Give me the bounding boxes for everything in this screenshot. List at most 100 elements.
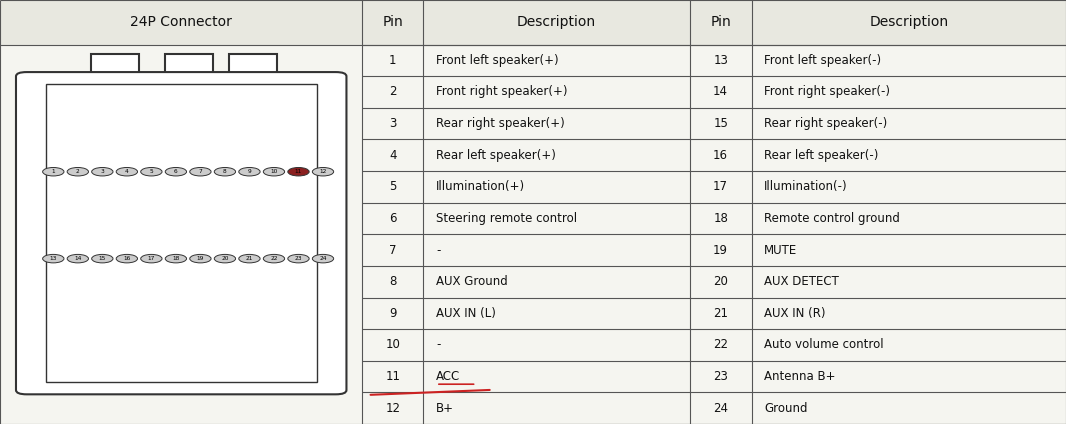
Text: Description: Description [869,15,949,29]
Text: -: - [436,243,440,257]
Text: 14: 14 [713,86,728,98]
Circle shape [116,254,138,263]
Text: Pin: Pin [383,15,403,29]
Text: 16: 16 [124,256,130,261]
Text: 20: 20 [713,275,728,288]
Text: 9: 9 [389,307,397,320]
Circle shape [288,167,309,176]
Text: 8: 8 [223,169,227,174]
Text: Illumination(+): Illumination(+) [436,180,526,193]
Text: 3: 3 [389,117,397,130]
Text: ACC: ACC [436,370,461,383]
Bar [165,54,213,76]
Bar [46,84,317,382]
Text: 4: 4 [125,169,129,174]
Text: 11: 11 [385,370,401,383]
Bar [752,0,1066,45]
Text: Auto volume control: Auto volume control [764,338,884,351]
Text: 5: 5 [149,169,154,174]
Text: -: - [436,338,440,351]
Text: 4: 4 [389,149,397,162]
Text: 17: 17 [713,180,728,193]
Circle shape [190,254,211,263]
Circle shape [165,167,187,176]
Text: 2: 2 [389,86,397,98]
Circle shape [312,254,334,263]
Text: Remote control ground: Remote control ground [764,212,900,225]
Circle shape [67,254,88,263]
Text: 15: 15 [713,117,728,130]
Circle shape [263,254,285,263]
Text: 13: 13 [713,54,728,67]
Text: Front right speaker(+): Front right speaker(+) [436,86,567,98]
Text: Front left speaker(+): Front left speaker(+) [436,54,559,67]
Circle shape [43,254,64,263]
Text: Description: Description [517,15,596,29]
Text: Steering remote control: Steering remote control [436,212,577,225]
Circle shape [92,167,113,176]
Text: 19: 19 [197,256,204,261]
Text: Pin: Pin [710,15,731,29]
Bar [229,54,277,76]
Circle shape [239,167,260,176]
Text: AUX Ground: AUX Ground [436,275,507,288]
Text: 6: 6 [174,169,178,174]
Text: AUX IN (L): AUX IN (L) [436,307,496,320]
Circle shape [67,167,88,176]
Circle shape [263,167,285,176]
Text: 23: 23 [713,370,728,383]
Text: Rear left speaker(-): Rear left speaker(-) [764,149,878,162]
Text: 8: 8 [389,275,397,288]
Text: 11: 11 [295,169,302,174]
Circle shape [165,254,187,263]
Text: 2: 2 [76,169,80,174]
Text: 24: 24 [713,402,728,415]
Text: 20: 20 [221,256,229,261]
Text: AUX IN (R): AUX IN (R) [764,307,826,320]
Text: 14: 14 [75,256,81,261]
Text: 18: 18 [713,212,728,225]
Text: Rear left speaker(+): Rear left speaker(+) [436,149,555,162]
Text: Ground: Ground [764,402,808,415]
Text: 10: 10 [386,338,400,351]
Text: 17: 17 [148,256,155,261]
Circle shape [141,167,162,176]
Text: 18: 18 [173,256,179,261]
Text: Rear right speaker(+): Rear right speaker(+) [436,117,565,130]
Bar [423,0,690,45]
Text: 16: 16 [713,149,728,162]
Bar [362,0,423,45]
Text: 15: 15 [99,256,106,261]
Text: 1: 1 [389,54,397,67]
Circle shape [190,167,211,176]
Text: 19: 19 [713,243,728,257]
Circle shape [214,167,236,176]
Text: 10: 10 [271,169,277,174]
Circle shape [43,167,64,176]
Text: Front left speaker(-): Front left speaker(-) [764,54,882,67]
Text: MUTE: MUTE [764,243,797,257]
Text: 24: 24 [319,256,327,261]
Text: 22: 22 [713,338,728,351]
Circle shape [239,254,260,263]
Text: Front right speaker(-): Front right speaker(-) [764,86,890,98]
Text: 24P Connector: 24P Connector [130,15,232,29]
Text: Rear right speaker(-): Rear right speaker(-) [764,117,888,130]
Text: 5: 5 [389,180,397,193]
Bar [690,0,752,45]
Circle shape [288,254,309,263]
Text: 1: 1 [51,169,55,174]
Text: B+: B+ [436,402,454,415]
Text: 21: 21 [713,307,728,320]
Text: Illumination(-): Illumination(-) [764,180,847,193]
FancyBboxPatch shape [16,72,346,394]
Circle shape [116,167,138,176]
Text: AUX DETECT: AUX DETECT [764,275,839,288]
Text: 13: 13 [50,256,56,261]
Circle shape [312,167,334,176]
Circle shape [214,254,236,263]
Circle shape [141,254,162,263]
Bar [91,54,139,76]
Text: Antenna B+: Antenna B+ [764,370,836,383]
Text: 7: 7 [389,243,397,257]
